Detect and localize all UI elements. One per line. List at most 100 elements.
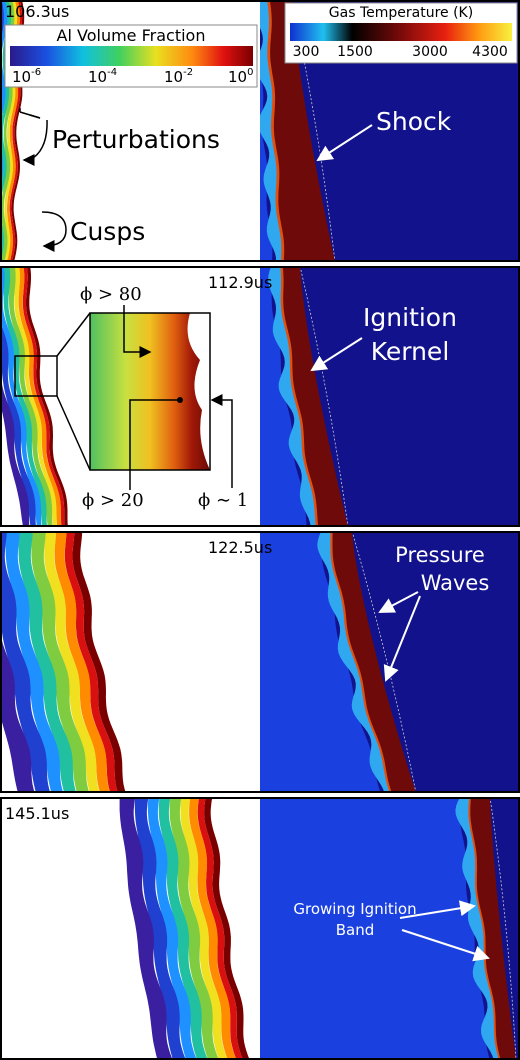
al-band	[169, 797, 219, 1060]
al-band	[31, 531, 90, 793]
colorbar-tick-label: 1500	[337, 44, 373, 60]
hot-band	[331, 531, 416, 793]
colorbar-tick-label: 4300	[472, 44, 508, 60]
annotation-arrow	[310, 337, 363, 372]
shock-line	[489, 797, 517, 1060]
colorbar-tick-label: 10-2	[164, 67, 193, 86]
colorbar-tick-label: 3000	[412, 44, 448, 60]
zoom-frame	[89, 312, 211, 471]
al-band	[22, 266, 65, 527]
colorbar-tick-label: 300	[293, 44, 320, 60]
colorbar-title: Gas Temperature (K)	[329, 5, 473, 21]
al-band	[204, 797, 250, 1060]
time-label: 122.5us	[208, 538, 272, 557]
annotation-arrow	[383, 595, 421, 682]
temperature-field	[260, 0, 336, 262]
al-band	[18, 266, 62, 527]
annotation: Cusps	[70, 217, 145, 246]
cool-front	[455, 797, 500, 1060]
panel-frame	[0, 266, 520, 527]
al-band	[0, 341, 30, 527]
colorbar	[290, 23, 512, 41]
al-band	[18, 531, 77, 793]
annotation: Growing Ignition	[293, 900, 416, 918]
annotation-arrow	[210, 394, 233, 488]
al-band	[72, 531, 126, 793]
al-band	[4, 0, 18, 262]
cool-region	[260, 531, 381, 793]
annotation: Band	[336, 921, 375, 939]
al-band	[134, 797, 186, 1060]
shock-line	[291, 0, 336, 262]
flame-front	[280, 266, 319, 527]
cool-region	[260, 797, 490, 1060]
al-band	[180, 797, 228, 1060]
temperature-field	[260, 797, 517, 1060]
annotation-arrow	[24, 114, 41, 160]
zoom-line	[56, 395, 91, 471]
al-band	[54, 531, 111, 793]
annotation: Perturbations	[52, 125, 220, 154]
al-band	[0, 531, 51, 793]
al-band	[26, 266, 68, 527]
time-label: 145.1us	[5, 804, 69, 823]
al-band	[197, 797, 244, 1060]
temperature-field	[260, 266, 349, 527]
annotation: Shock	[376, 107, 452, 136]
time-label: 106.3us	[5, 2, 69, 21]
flame-front	[267, 0, 285, 262]
al-band	[119, 797, 173, 1060]
annotation-arrow	[129, 399, 180, 490]
al-fraction-field	[0, 266, 68, 527]
annotation: Ignition	[363, 303, 457, 332]
annotation-arrow	[123, 305, 152, 358]
al-band	[189, 797, 237, 1060]
al-band	[0, 266, 42, 527]
annotation: ϕ ∼ 1	[198, 490, 248, 511]
time-label: 112.9us	[208, 273, 272, 292]
panel-frame	[0, 531, 520, 793]
flame-front	[468, 797, 501, 1060]
annotation: Waves	[421, 571, 490, 595]
al-band	[2, 266, 47, 527]
al-band	[11, 0, 25, 262]
al-band	[7, 0, 20, 262]
al-band	[0, 600, 35, 793]
al-band	[8, 266, 53, 527]
colorbar-tick-label: 10-6	[12, 67, 41, 86]
al-band	[0, 320, 36, 527]
hot-band	[469, 797, 516, 1060]
annotation: ϕ > 20	[82, 490, 144, 511]
hot-band	[268, 0, 335, 262]
annotation-arrow	[378, 591, 419, 613]
zoom-inset	[90, 313, 210, 470]
colorbar-tick-label: 100	[228, 67, 253, 86]
al-fraction-field	[119, 797, 250, 1060]
shock-line	[299, 266, 349, 527]
al-band	[147, 797, 197, 1060]
al-band	[5, 531, 64, 793]
annotation-arrow	[399, 900, 476, 919]
al-fraction-field	[0, 531, 126, 793]
annotation: ϕ > 80	[80, 284, 142, 305]
annotation: Kernel	[371, 337, 450, 366]
colorbar-tick-label: 10-4	[88, 67, 117, 86]
annotation-dot	[177, 397, 183, 403]
zoom-line	[56, 312, 91, 357]
colorbar	[10, 46, 253, 66]
al-band	[158, 797, 208, 1060]
colorbar-title: Al Volume Fraction	[57, 26, 206, 45]
hot-band	[281, 266, 348, 527]
cool-region	[260, 21, 273, 262]
zoom-box	[14, 355, 58, 397]
annotation-arrow	[316, 124, 373, 162]
cool-front	[317, 531, 391, 793]
al-band	[0, 0, 15, 262]
al-band	[44, 531, 100, 793]
temperature-field	[260, 531, 417, 793]
panel-frame	[0, 0, 520, 262]
al-band	[64, 531, 118, 793]
panel-frame	[0, 797, 520, 1060]
annotation-arrow	[401, 929, 490, 962]
